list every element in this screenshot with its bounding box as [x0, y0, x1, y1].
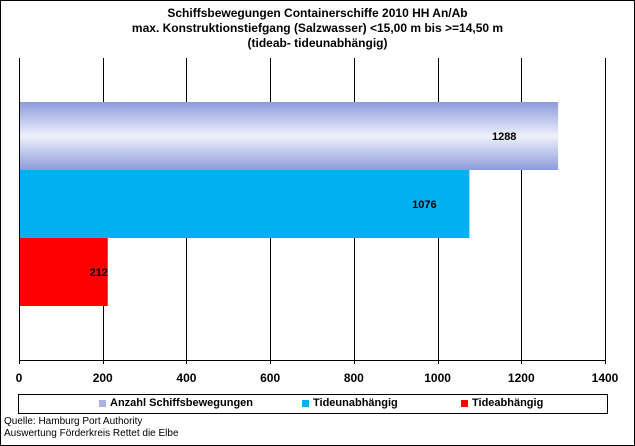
- data-label-anzahl: 1288: [492, 131, 516, 143]
- x-tick-label-0: 0: [16, 371, 23, 385]
- legend-label-anzahl: Anzahl Schiffsbewegungen: [110, 397, 254, 409]
- x-tick-label-600: 600: [260, 371, 280, 385]
- bar-tideabhaengig: [19, 238, 108, 306]
- chart-title: Schiffsbewegungen Containerschiffe 2010 …: [0, 6, 635, 51]
- bar-anzahl: [19, 102, 559, 170]
- legend-label-tideunabhaengig: Tideunabhängig: [313, 397, 398, 409]
- x-tick-label-800: 800: [344, 371, 364, 385]
- legend-item-tideabhaengig: Tideabhängig: [461, 397, 543, 409]
- bar-tideunabhaengig: [19, 170, 470, 238]
- legend-item-tideunabhaengig: Tideunabhängig: [302, 397, 398, 409]
- legend-item-anzahl: Anzahl Schiffsbewegungen: [99, 397, 253, 409]
- x-axis: 0 200 400 600 800 1000 1200 1400: [16, 58, 619, 385]
- x-tick-label-200: 200: [93, 371, 113, 385]
- legend-swatch-anzahl: [99, 399, 106, 407]
- title-line-2: max. Konstruktionstiefgang (Salzwasser) …: [131, 21, 504, 35]
- bars: 1288 1076 212: [19, 102, 559, 306]
- data-label-tideunabhaengig: 1076: [412, 199, 436, 211]
- x-tick-label-1400: 1400: [592, 371, 619, 385]
- legend-swatch-tideabhaengig: [461, 399, 468, 407]
- x-tick-label-1200: 1200: [508, 371, 535, 385]
- legend-label-tideabhaengig: Tideabhängig: [472, 397, 544, 409]
- title-line-3: (tideab- tideunabhängig): [247, 36, 388, 50]
- legend-swatch-tideunabhaengig: [302, 399, 309, 407]
- source-line-1: Quelle: Hamburg Port Authority: [4, 416, 143, 427]
- legend: Anzahl Schiffsbewegungen Tideunabhängig …: [18, 394, 608, 414]
- data-label-tideabhaengig: 212: [90, 267, 108, 279]
- title-line-1: Schiffsbewegungen Containerschiffe 2010 …: [167, 6, 468, 20]
- source-line-2: Auswertung Förderkreis Rettet die Elbe: [4, 428, 179, 439]
- x-tick-label-400: 400: [176, 371, 196, 385]
- x-tick-label-1000: 1000: [424, 371, 451, 385]
